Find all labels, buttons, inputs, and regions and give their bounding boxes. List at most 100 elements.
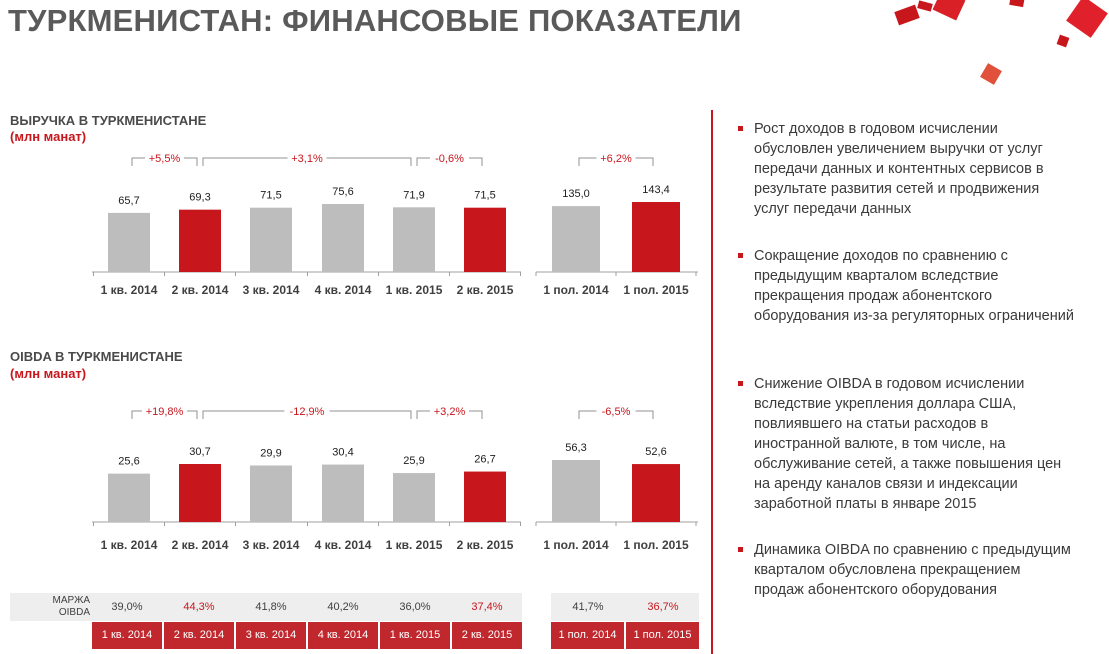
period-cell: 3 кв. 2014 bbox=[236, 622, 306, 649]
bullet-marker bbox=[738, 253, 743, 258]
oibda-chart-unit: (млн манат) bbox=[10, 366, 87, 381]
margin-cell: 40,2% bbox=[327, 601, 359, 613]
growth-bracket bbox=[187, 410, 198, 419]
category-label: 1 кв. 2015 bbox=[386, 538, 443, 552]
bullet-text: Снижение OIBDA в годовом исчислении всле… bbox=[754, 376, 1062, 512]
category-label: 2 кв. 2015 bbox=[457, 538, 514, 552]
category-label: 1 кв. 2014 bbox=[101, 538, 158, 552]
margin-row-quarters bbox=[10, 593, 522, 621]
revenue-chart-unit: (млн манат) bbox=[10, 129, 87, 144]
bullet-marker bbox=[738, 126, 743, 131]
bar bbox=[464, 471, 506, 522]
data-label: 69,3 bbox=[189, 192, 210, 204]
category-label: 1 кв. 2014 bbox=[101, 283, 158, 297]
data-label: 71,5 bbox=[474, 190, 495, 202]
growth-label: -12,9% bbox=[290, 406, 325, 418]
bar bbox=[393, 207, 435, 272]
bar bbox=[250, 207, 292, 272]
category-label: 1 пол. 2015 bbox=[623, 538, 689, 552]
bar bbox=[552, 460, 600, 522]
bar bbox=[108, 212, 150, 272]
period-cell: 1 пол. 2015 bbox=[626, 622, 699, 649]
bar bbox=[464, 207, 506, 272]
decorative-cube bbox=[1066, 0, 1108, 38]
decorative-cube bbox=[1056, 34, 1070, 48]
data-label: 135,0 bbox=[562, 188, 590, 200]
growth-bracket bbox=[326, 157, 412, 166]
growth-bracket bbox=[578, 410, 597, 419]
margin-cell: 41,7% bbox=[572, 601, 604, 613]
decorative-cube bbox=[932, 0, 966, 21]
data-label: 143,4 bbox=[642, 184, 670, 196]
growth-bracket bbox=[416, 157, 430, 166]
category-label: 1 пол. 2015 bbox=[623, 283, 689, 297]
data-label: 65,7 bbox=[118, 195, 139, 207]
category-label: 3 кв. 2014 bbox=[243, 283, 300, 297]
decorative-cube bbox=[1009, 0, 1025, 8]
growth-bracket bbox=[469, 410, 483, 419]
growth-bracket bbox=[202, 410, 285, 419]
data-label: 52,6 bbox=[645, 446, 666, 458]
bullet-text: Сокращение доходов по сравнению с предыд… bbox=[754, 248, 1074, 324]
revenue-chart-title: ВЫРУЧКА В ТУРКМЕНИСТАНЕ bbox=[10, 113, 207, 128]
data-label: 30,7 bbox=[189, 446, 210, 458]
growth-bracket bbox=[635, 157, 654, 166]
category-label: 1 пол. 2014 bbox=[543, 283, 609, 297]
growth-bracket bbox=[329, 410, 412, 419]
data-label: 25,9 bbox=[403, 455, 424, 467]
growth-label: +3,2% bbox=[434, 406, 466, 418]
growth-bracket bbox=[184, 157, 198, 166]
growth-label: +3,1% bbox=[291, 153, 323, 165]
growth-label: +19,8% bbox=[146, 406, 184, 418]
period-cell: 2 кв. 2015 bbox=[452, 622, 522, 649]
period-cell: 2 кв. 2014 bbox=[164, 622, 234, 649]
bullet-text: Динамика OIBDA по сравнению с предыдущим… bbox=[754, 542, 1071, 598]
category-label: 1 кв. 2015 bbox=[386, 283, 443, 297]
margin-label: МАРЖА OIBDA bbox=[52, 595, 90, 618]
data-label: 75,6 bbox=[332, 186, 353, 198]
growth-bracket bbox=[578, 157, 597, 166]
decorative-cube bbox=[980, 63, 1002, 85]
data-label: 25,6 bbox=[118, 456, 139, 468]
data-label: 26,7 bbox=[474, 454, 495, 466]
decorative-cube bbox=[917, 0, 933, 12]
bullet-marker bbox=[738, 381, 743, 386]
page-title: ТУРКМЕНИСТАН: ФИНАНСОВЫЕ ПОКАЗАТЕЛИ bbox=[8, 3, 742, 38]
bar bbox=[250, 465, 292, 522]
category-label: 2 кв. 2014 bbox=[172, 283, 229, 297]
margin-cell: 37,4% bbox=[471, 601, 503, 613]
data-label: 71,5 bbox=[260, 190, 281, 202]
growth-label: -0,6% bbox=[435, 153, 464, 165]
growth-bracket bbox=[202, 157, 288, 166]
period-cell: 1 кв. 2014 bbox=[92, 622, 162, 649]
growth-bracket bbox=[469, 157, 483, 166]
bar bbox=[552, 206, 600, 272]
period-cell: 1 кв. 2015 bbox=[380, 622, 450, 649]
margin-cell: 39,0% bbox=[111, 601, 143, 613]
bar bbox=[108, 473, 150, 522]
growth-bracket bbox=[131, 157, 145, 166]
category-label: 3 кв. 2014 bbox=[243, 538, 300, 552]
bar bbox=[632, 202, 680, 272]
growth-bracket bbox=[635, 410, 654, 419]
margin-cell: 44,3% bbox=[183, 601, 215, 613]
oibda-chart-title: OIBDA В ТУРКМЕНИСТАНЕ bbox=[10, 349, 183, 364]
growth-label: +5,5% bbox=[149, 153, 181, 165]
category-label: 2 кв. 2014 bbox=[172, 538, 229, 552]
bullet-text: Рост доходов в годовом исчислении обусло… bbox=[754, 121, 1044, 217]
data-label: 56,3 bbox=[565, 442, 586, 454]
period-cell: 4 кв. 2014 bbox=[308, 622, 378, 649]
margin-cell: 36,0% bbox=[399, 601, 431, 613]
margin-cell: 36,7% bbox=[647, 601, 679, 613]
bar bbox=[322, 204, 364, 272]
margin-row-halves bbox=[551, 593, 699, 621]
decorative-cube bbox=[894, 4, 920, 26]
growth-bracket bbox=[131, 410, 142, 419]
category-label: 4 кв. 2014 bbox=[315, 538, 372, 552]
data-label: 29,9 bbox=[260, 448, 281, 460]
growth-bracket bbox=[416, 410, 430, 419]
bar bbox=[179, 464, 221, 522]
growth-label: +6,2% bbox=[600, 153, 632, 165]
data-label: 30,4 bbox=[332, 447, 353, 459]
data-label: 71,9 bbox=[403, 189, 424, 201]
